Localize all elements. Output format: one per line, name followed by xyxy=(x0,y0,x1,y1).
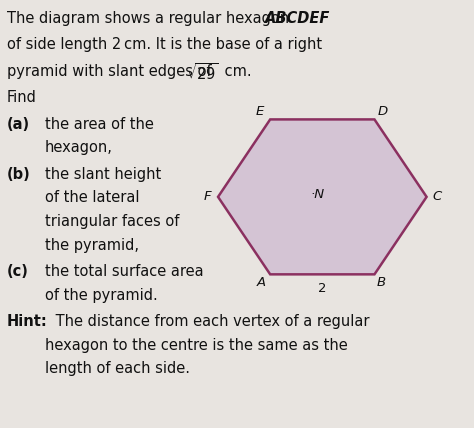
Text: 2: 2 xyxy=(318,282,327,294)
Text: cm.: cm. xyxy=(220,64,252,79)
Text: (a): (a) xyxy=(7,117,30,132)
Text: the slant height: the slant height xyxy=(45,167,161,182)
Text: hexagon to the centre is the same as the: hexagon to the centre is the same as the xyxy=(45,338,348,353)
Text: of side length 2 cm. It is the base of a right: of side length 2 cm. It is the base of a… xyxy=(7,37,322,52)
Text: ·N: ·N xyxy=(310,188,325,201)
Text: Hint:: Hint: xyxy=(7,314,48,329)
Text: hexagon,: hexagon, xyxy=(45,140,113,155)
Text: ABCDEF: ABCDEF xyxy=(265,11,331,26)
Text: E: E xyxy=(255,105,264,118)
Text: Find: Find xyxy=(7,90,37,105)
Text: (b): (b) xyxy=(7,167,31,182)
Text: F: F xyxy=(204,190,211,203)
Text: B: B xyxy=(377,276,386,288)
Text: the area of the: the area of the xyxy=(45,117,154,132)
Text: D: D xyxy=(378,105,388,118)
Text: the total surface area: the total surface area xyxy=(45,264,204,279)
Text: C: C xyxy=(432,190,442,203)
Text: of the pyramid.: of the pyramid. xyxy=(45,288,158,303)
Text: of the lateral: of the lateral xyxy=(45,190,139,205)
Text: (c): (c) xyxy=(7,264,29,279)
Text: The distance from each vertex of a regular: The distance from each vertex of a regul… xyxy=(51,314,370,329)
Text: triangular faces of: triangular faces of xyxy=(45,214,179,229)
Text: $\sqrt{29}$: $\sqrt{29}$ xyxy=(186,62,219,83)
Text: length of each side.: length of each side. xyxy=(45,361,190,376)
Text: A: A xyxy=(257,276,266,288)
Text: pyramid with slant edges of: pyramid with slant edges of xyxy=(7,64,216,79)
Text: The diagram shows a regular hexagon: The diagram shows a regular hexagon xyxy=(7,11,294,26)
Polygon shape xyxy=(218,119,427,274)
Text: the pyramid,: the pyramid, xyxy=(45,238,139,253)
